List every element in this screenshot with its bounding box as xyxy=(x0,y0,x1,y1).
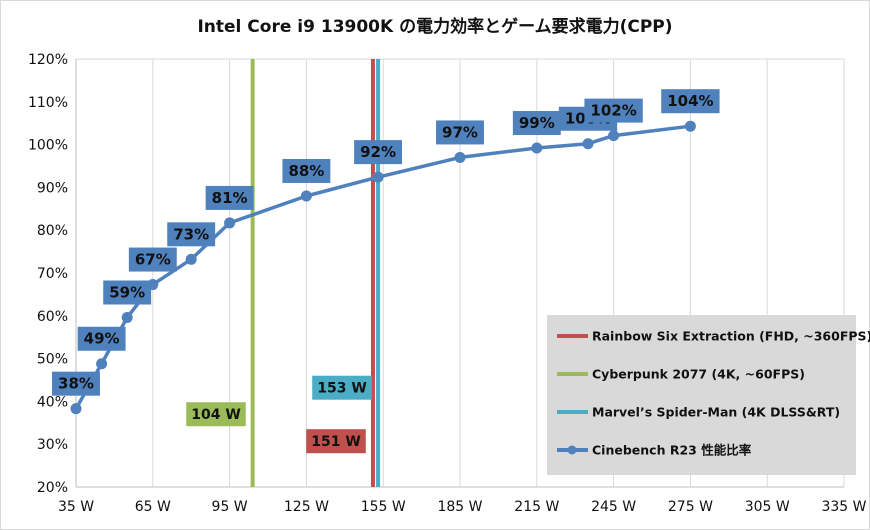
x-tick-label: 215 W xyxy=(514,499,559,515)
data-label: 81% xyxy=(212,189,248,207)
vline-label: 104 W xyxy=(191,407,241,423)
data-point xyxy=(300,190,312,202)
data-label-box xyxy=(584,98,643,123)
data-point xyxy=(608,130,620,142)
x-tick-label: 155 W xyxy=(361,499,406,515)
x-tick-label: 275 W xyxy=(668,499,713,515)
y-tick-label: 80% xyxy=(37,223,68,239)
x-axis: 35 W 65 W 95 W 125 W 155 W 185 W 215 W 245 W 275… xyxy=(58,499,867,515)
y-tick-label: 30% xyxy=(37,437,68,453)
vline-label: 153 W xyxy=(317,381,367,397)
data-point xyxy=(582,138,594,150)
data-label-box xyxy=(205,185,254,210)
y-tick-label: 50% xyxy=(37,352,68,368)
legend-marker xyxy=(567,445,577,455)
y-axis: 20% 30% 40% 50% 60% 70% 80% 90% 100% 110% 120% xyxy=(28,52,68,496)
data-label: 92% xyxy=(360,143,396,161)
data-point xyxy=(96,358,108,370)
chart-title: Intel Core i9 13900K の電力効率とゲーム要求電力(CPP) xyxy=(197,16,672,37)
x-tick-label: 305 W xyxy=(745,499,790,515)
data-label: 67% xyxy=(135,251,171,269)
x-tick-label: 245 W xyxy=(591,499,636,515)
data-label-box xyxy=(128,247,177,272)
x-tick-label: 125 W xyxy=(284,499,329,515)
y-tick-label: 60% xyxy=(37,309,68,325)
y-tick-label: 110% xyxy=(28,95,68,111)
data-label-box xyxy=(167,222,216,247)
x-tick-label: 335 W xyxy=(821,499,866,515)
x-tick-label: 65 W xyxy=(135,499,171,515)
vline-label-box xyxy=(312,375,372,400)
legend-box xyxy=(547,315,856,475)
data-label: 73% xyxy=(173,225,209,243)
data-label: 49% xyxy=(84,330,120,348)
data-label-box xyxy=(52,371,100,396)
data-label: 38% xyxy=(58,375,94,393)
x-tick-label: 185 W xyxy=(437,499,482,515)
y-tick-label: 70% xyxy=(37,266,68,282)
series: 38%49%59%67%73%81%88%92%97%99%100%102%10… xyxy=(52,89,720,415)
legend-item: Rainbow Six Extraction (FHD, ~360FPS) xyxy=(592,329,870,344)
legend-item: Cinebench R23 性能比率 xyxy=(592,443,752,458)
data-point xyxy=(454,151,466,163)
vline-label-box xyxy=(186,402,246,427)
vline-label: 151 W xyxy=(311,434,361,450)
vertical-lines: 151 W 104 W 153 W xyxy=(186,59,381,487)
data-label: 99% xyxy=(519,114,555,132)
data-label-box xyxy=(77,326,126,351)
vline-label-box xyxy=(306,429,366,454)
data-label-box xyxy=(354,140,403,165)
data-point xyxy=(684,120,696,132)
data-label: 104% xyxy=(667,92,713,110)
data-point xyxy=(531,142,543,154)
data-label-box xyxy=(436,120,484,145)
data-point xyxy=(70,403,82,415)
legend-item: Marvel’s Spider-Man (4K DLSS&RT) xyxy=(592,405,840,420)
data-label: 59% xyxy=(109,284,145,302)
data-label: 102% xyxy=(590,102,636,120)
data-label: 97% xyxy=(442,123,478,141)
data-label: 88% xyxy=(288,162,324,180)
data-label-box xyxy=(282,158,331,183)
data-point xyxy=(372,171,384,183)
y-tick-label: 120% xyxy=(28,52,68,68)
y-tick-label: 100% xyxy=(28,138,68,154)
x-tick-label: 95 W xyxy=(212,499,248,515)
data-point xyxy=(185,253,197,265)
data-point xyxy=(224,217,236,229)
y-tick-label: 90% xyxy=(37,180,68,196)
data-label-box xyxy=(103,280,152,305)
data-label-box xyxy=(661,89,720,114)
data-label-box xyxy=(512,111,561,136)
y-tick-label: 20% xyxy=(37,480,68,496)
x-tick-label: 35 W xyxy=(58,499,94,515)
y-tick-label: 40% xyxy=(37,394,68,410)
legend: Rainbow Six Extraction (FHD, ~360FPS) Cyb… xyxy=(547,315,870,475)
data-point xyxy=(121,312,133,324)
legend-item: Cyberpunk 2077 (4K, ~60FPS) xyxy=(592,367,805,382)
